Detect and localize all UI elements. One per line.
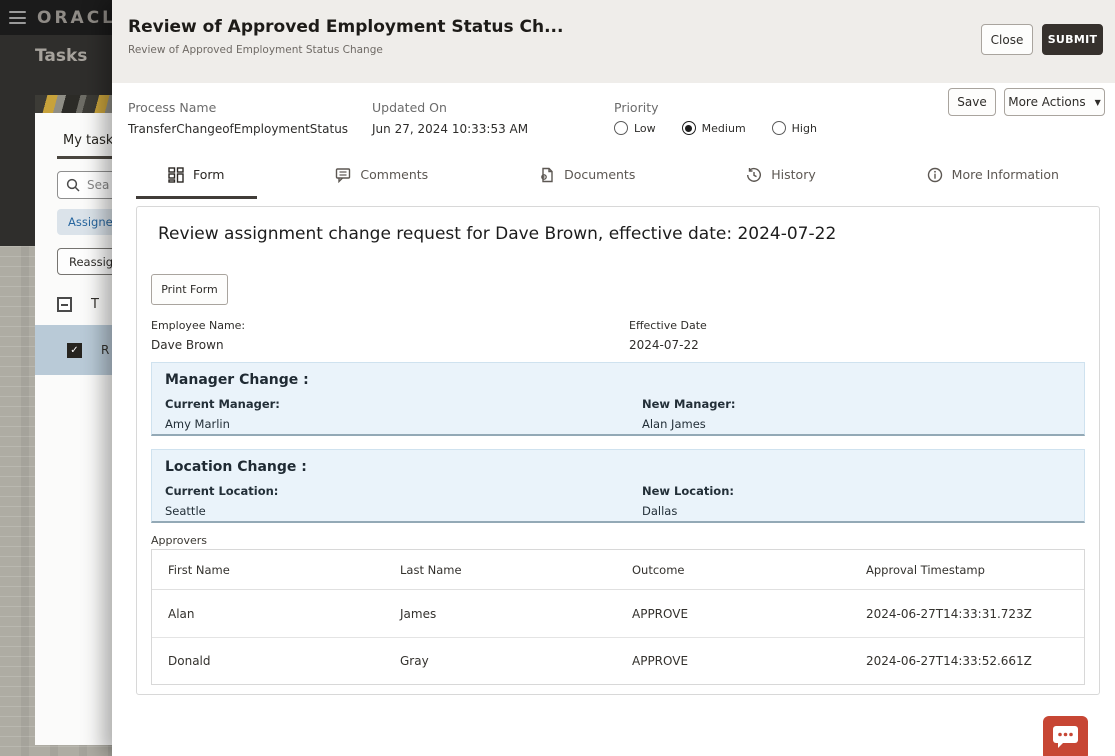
info-icon: [927, 167, 942, 182]
new-location-label: New Location:: [642, 484, 734, 498]
col-last-name: Last Name: [400, 562, 462, 577]
panel-tabbar: Form Comments Documents: [112, 153, 1115, 199]
tab-more-information[interactable]: More Information: [895, 153, 1091, 199]
priority-radio-low[interactable]: Low: [614, 121, 656, 135]
manager-change-section: Manager Change : Current Manager: Amy Ma…: [151, 362, 1085, 436]
location-change-title: Location Change :: [165, 459, 307, 475]
chat-fab-button[interactable]: [1043, 716, 1088, 756]
process-name-label: Process Name: [128, 100, 217, 115]
tab-documents[interactable]: Documents: [507, 153, 667, 199]
col-first-name: First Name: [168, 562, 230, 577]
more-actions-button[interactable]: More Actions ▼: [1004, 88, 1105, 116]
table-row: Donald Gray APPROVE 2024-06-27T14:33:52.…: [152, 637, 1084, 684]
search-placeholder: Sea: [87, 178, 110, 192]
updated-on-value: Jun 27, 2024 10:33:53 AM: [372, 122, 529, 136]
task-title: R: [101, 343, 110, 357]
chat-bubble-icon: [1053, 726, 1078, 748]
employee-name-label: Employee Name:: [151, 319, 246, 332]
approvers-table: First Name Last Name Outcome Approval Ti…: [151, 549, 1085, 685]
form-title: Review assignment change request for Dav…: [158, 224, 837, 244]
col-approval-timestamp: Approval Timestamp: [866, 562, 985, 577]
col-outcome: Outcome: [632, 562, 685, 577]
task-checkbox[interactable]: ✓: [67, 342, 82, 358]
radio-circle-icon: [771, 121, 786, 135]
updated-on-label: Updated On: [372, 100, 447, 115]
panel-subtitle: Review of Approved Employment Status Cha…: [128, 44, 383, 56]
manager-change-title: Manager Change :: [165, 372, 309, 388]
tab-history[interactable]: History: [714, 153, 847, 199]
comments-icon: [336, 167, 351, 183]
process-name-value: TransferChangeofEmploymentStatus: [128, 122, 349, 136]
form-grid-icon: [168, 166, 184, 183]
tab-form[interactable]: Form: [136, 153, 257, 199]
search-icon: [66, 178, 80, 192]
panel-title: Review of Approved Employment Status Ch.…: [128, 17, 564, 37]
chevron-down-icon: ▼: [1094, 97, 1101, 107]
effective-date-value: 2024-07-22: [629, 338, 699, 352]
submit-button[interactable]: SUBMIT: [1042, 24, 1103, 55]
table-row: Alan James APPROVE 2024-06-27T14:33:31.7…: [168, 606, 1032, 621]
current-location-value: Seattle: [165, 504, 206, 518]
oracle-logo: ORACLE: [37, 7, 131, 28]
radio-circle-icon: [614, 121, 628, 135]
approvers-table-header: First Name Last Name Outcome Approval Ti…: [152, 550, 1084, 590]
location-change-section: Location Change : Current Location: Seat…: [151, 449, 1085, 523]
tab-my-tasks[interactable]: My tasks: [57, 130, 127, 159]
current-manager-value: Amy Marlin: [165, 417, 230, 431]
form-card: Review assignment change request for Dav…: [136, 206, 1100, 695]
priority-radio-high[interactable]: High: [771, 121, 817, 135]
task-detail-panel: Review of Approved Employment Status Ch.…: [112, 0, 1115, 756]
tab-comments[interactable]: Comments: [303, 153, 460, 199]
task-list-header: T: [91, 297, 99, 312]
close-button[interactable]: Close: [981, 24, 1033, 55]
priority-radio-medium[interactable]: Medium: [681, 121, 746, 135]
print-form-button[interactable]: Print Form: [151, 274, 228, 305]
new-location-value: Dallas: [642, 504, 678, 518]
documents-icon: [541, 167, 553, 182]
priority-label: Priority: [614, 100, 659, 115]
radio-circle-icon: [681, 121, 696, 135]
hamburger-menu-icon[interactable]: [9, 11, 26, 24]
history-icon: [747, 167, 762, 182]
task-meta-row: Process Name TransferChangeofEmploymentS…: [112, 83, 1115, 150]
page-title: Tasks: [35, 46, 88, 66]
current-location-label: Current Location:: [165, 484, 279, 498]
select-all-checkbox[interactable]: [57, 297, 72, 312]
effective-date-label: Effective Date: [629, 319, 707, 332]
new-manager-label: New Manager:: [642, 397, 736, 411]
employee-name-value: Dave Brown: [151, 338, 224, 352]
panel-header: Review of Approved Employment Status Ch.…: [112, 0, 1115, 83]
approvers-label: Approvers: [151, 534, 208, 547]
current-manager-label: Current Manager:: [165, 397, 280, 411]
save-button[interactable]: Save: [948, 88, 996, 116]
new-manager-value: Alan James: [642, 417, 706, 431]
